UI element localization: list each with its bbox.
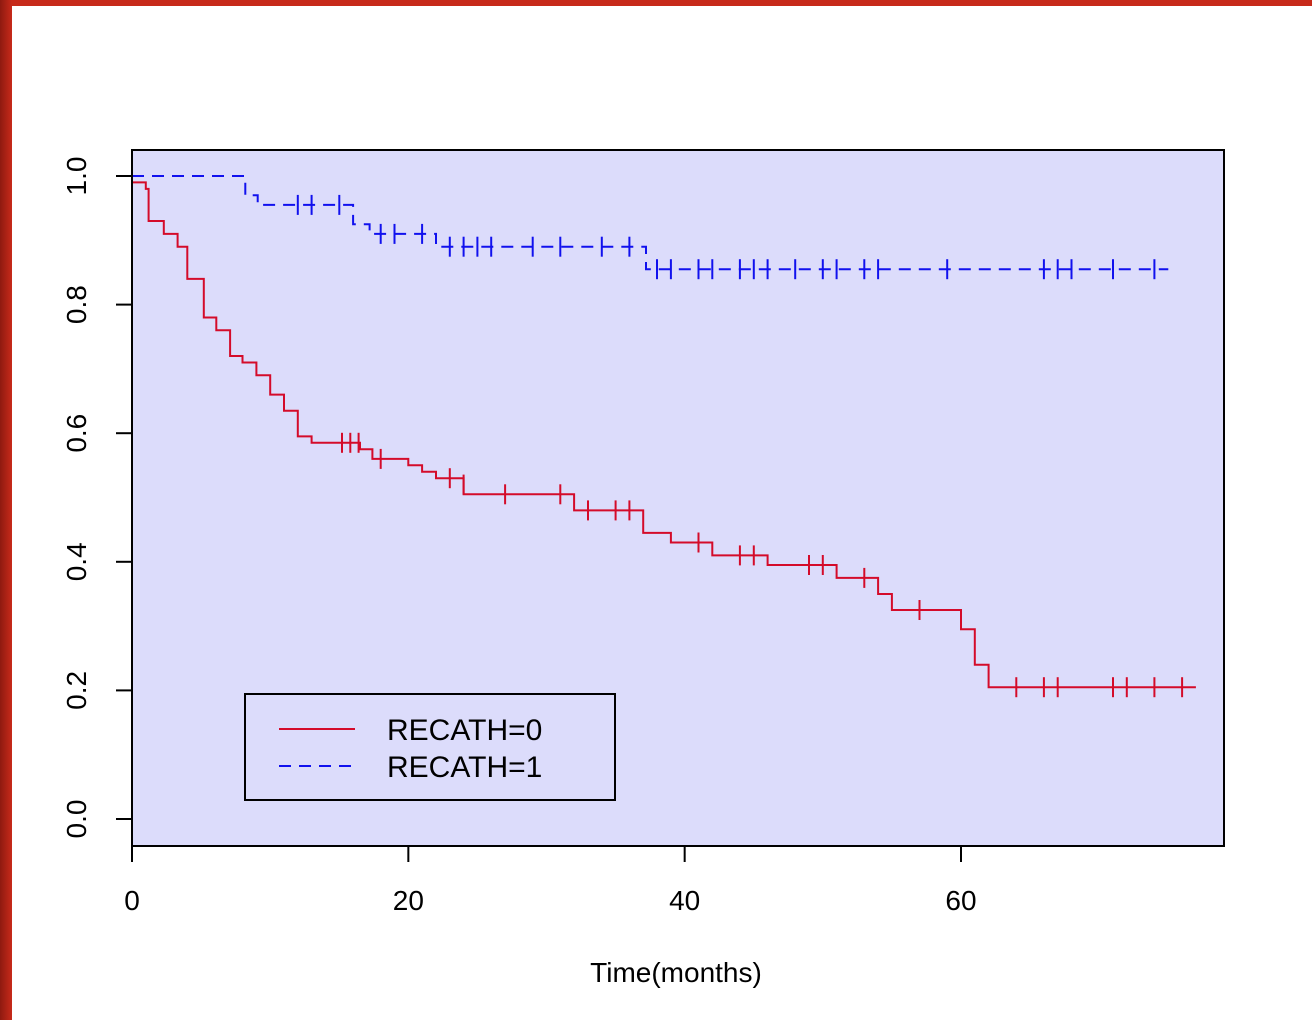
- series-RECATH=1: [132, 175, 1169, 280]
- series-layer: [132, 175, 1196, 698]
- y-tick-label: 0.4: [61, 542, 92, 581]
- y-tick-label: 0.2: [61, 671, 92, 710]
- y-tick-label: 0.0: [61, 800, 92, 839]
- survival-curve: [132, 175, 1169, 271]
- axes-layer: 0 20 40 60 0.0 0.2 0.4 0.6 0.8 1.0: [61, 157, 977, 916]
- legend-label: RECATH=1: [387, 751, 542, 784]
- series-RECATH=0: [132, 181, 1196, 698]
- plot-background: [132, 150, 1224, 846]
- y-axis: 0.0 0.2 0.4 0.6 0.8 1.0: [61, 157, 133, 839]
- y-tick-label: 0.6: [61, 414, 92, 453]
- x-tick-label: 0: [124, 885, 140, 916]
- legend: RECATH=0 RECATH=1: [244, 693, 616, 801]
- slide-left-border: [0, 0, 12, 1020]
- x-axis: 0 20 40 60: [124, 845, 977, 916]
- legend-label: RECATH=0: [387, 714, 542, 747]
- y-tick-label: 0.8: [61, 285, 92, 324]
- legend-item: RECATH=1: [279, 751, 542, 784]
- x-tick-label: 60: [945, 885, 976, 916]
- slide-top-border: [0, 0, 1312, 6]
- x-tick-label: 20: [393, 885, 424, 916]
- legend-item: RECATH=0: [279, 714, 542, 747]
- survival-curve: [132, 181, 1196, 689]
- x-axis-title: Time(months): [590, 957, 762, 988]
- y-tick-label: 1.0: [61, 157, 92, 196]
- x-tick-label: 40: [669, 885, 700, 916]
- legend-box: [244, 693, 616, 801]
